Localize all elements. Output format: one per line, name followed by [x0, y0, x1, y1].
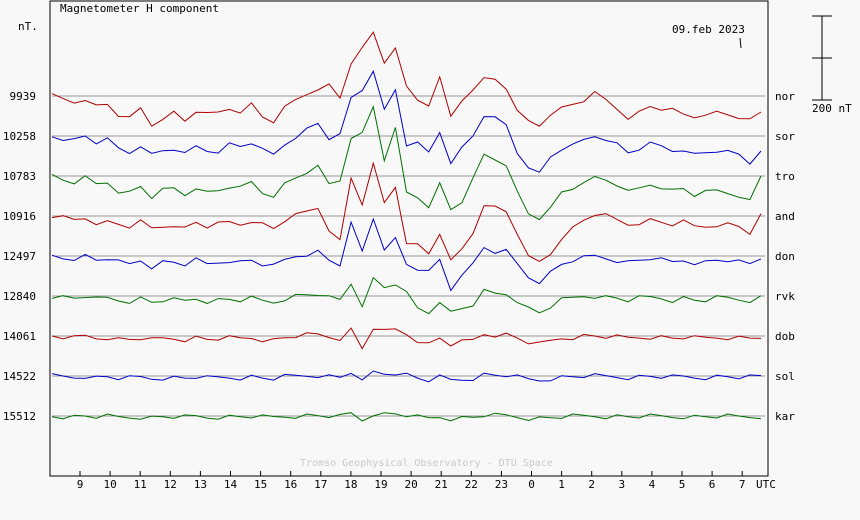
x-tick-label: 18 [344, 478, 357, 491]
y-unit-label: nT. [18, 20, 38, 33]
x-tick-label: 11 [134, 478, 147, 491]
station-label-tro: tro [775, 170, 795, 183]
series-line-tro [51, 105, 762, 221]
x-tick-label: 1 [558, 478, 565, 491]
x-tick-label: 15 [254, 478, 267, 491]
baseline-value-label: 12840 [3, 290, 36, 303]
baseline-value-label: 12497 [3, 250, 36, 263]
x-tick-label: 16 [284, 478, 297, 491]
date-marker-arrow [739, 37, 742, 49]
x-tick-label: 10 [103, 478, 116, 491]
x-tick-label: 22 [465, 478, 478, 491]
series-line-don [51, 217, 762, 292]
x-tick-label: 5 [679, 478, 686, 491]
baseline-value-label: 10258 [3, 130, 36, 143]
series-line-dob [51, 327, 762, 350]
x-unit-label: UTC [756, 478, 776, 491]
x-tick-label: 14 [224, 478, 238, 491]
series-line-sor [51, 69, 762, 173]
x-tick-label: 7 [739, 478, 746, 491]
scale-bar-label: 200 nT [812, 102, 852, 115]
baseline-value-label: 10916 [3, 210, 36, 223]
chart-title: Magnetometer H component [60, 2, 219, 15]
station-label-sol: sol [775, 370, 795, 383]
x-tick-label: 12 [164, 478, 177, 491]
x-tick-label: 23 [495, 478, 508, 491]
x-tick-label: 3 [618, 478, 625, 491]
baseline-value-label: 14522 [3, 370, 36, 383]
baseline-value-label: 14061 [3, 330, 36, 343]
baseline-value-label: 10783 [3, 170, 36, 183]
x-tick-label: 13 [194, 478, 207, 491]
x-tick-label: 9 [77, 478, 84, 491]
series-line-nor [51, 31, 762, 127]
baseline-value-label: 15512 [3, 410, 36, 423]
credit-text: Tromso Geophysical Observatory - DTU Spa… [300, 458, 553, 469]
station-label-kar: kar [775, 410, 795, 423]
date-label: 09.feb 2023 [672, 23, 745, 36]
x-tick-label: 20 [404, 478, 417, 491]
x-tick-label: 6 [709, 478, 716, 491]
station-label-nor: nor [775, 90, 795, 103]
x-tick-label: 0 [528, 478, 535, 491]
station-label-don: don [775, 250, 795, 263]
station-label-and: and [775, 210, 795, 223]
series-line-kar [51, 412, 762, 422]
x-tick-label: 17 [314, 478, 327, 491]
series-line-sol [51, 370, 762, 383]
series-line-and [51, 161, 762, 262]
plot-frame [49, 0, 769, 477]
station-label-rvk: rvk [775, 290, 795, 303]
series-line-rvk [51, 276, 762, 315]
x-tick-label: 4 [649, 478, 656, 491]
x-tick-label: 2 [588, 478, 595, 491]
x-tick-label: 21 [435, 478, 448, 491]
x-tick-label: 19 [374, 478, 387, 491]
baseline-value-label: 9939 [10, 90, 37, 103]
station-label-dob: dob [775, 330, 795, 343]
scale-bar [812, 15, 832, 101]
station-label-sor: sor [775, 130, 795, 143]
